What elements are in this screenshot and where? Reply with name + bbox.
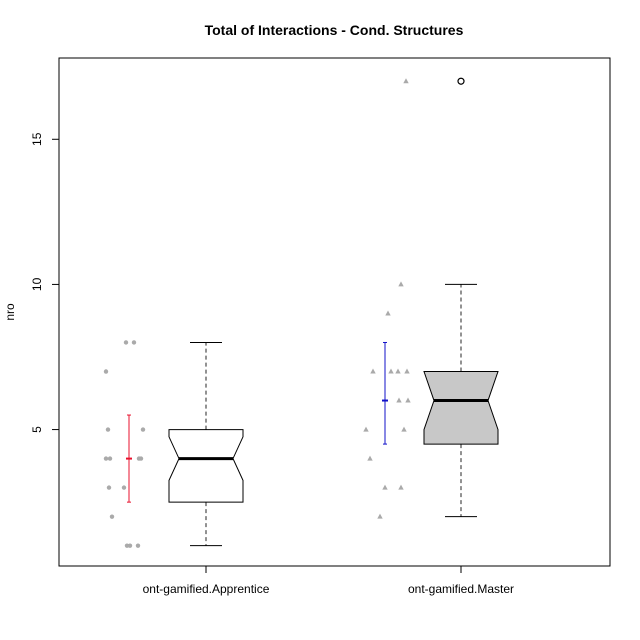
data-point (398, 281, 404, 287)
y-tick-label: 10 (30, 277, 44, 291)
data-point (398, 484, 404, 490)
data-point (131, 340, 137, 345)
plot-frame (58, 57, 611, 567)
data-point (405, 397, 411, 403)
box-1 (168, 429, 244, 503)
data-point (385, 310, 391, 316)
data-point (135, 543, 141, 548)
data-point (107, 456, 113, 461)
data-point (105, 427, 111, 432)
data-point (103, 369, 109, 374)
data-point (382, 484, 388, 490)
data-point (396, 397, 402, 403)
data-point (127, 543, 133, 548)
y-tick-label: 15 (30, 132, 44, 146)
outlier-point (457, 77, 465, 85)
data-point (109, 514, 115, 519)
data-point (140, 427, 146, 432)
y-tick-label: 5 (30, 426, 44, 433)
data-point (363, 426, 369, 432)
x-tick-label: ont-gamified.Apprentice (143, 582, 270, 596)
data-point (121, 485, 127, 490)
data-point (401, 426, 407, 432)
data-point (370, 368, 376, 374)
data-point (103, 456, 109, 461)
plot-area: 5 10 15 ont-gamified.Apprentice ont-gamified… (30, 77, 514, 596)
y-axis-label: nro (3, 303, 17, 321)
x-tick-label: ont-gamified.Master (408, 582, 514, 596)
data-point (377, 513, 383, 519)
chart-title: Total of Interactions - Cond. Structures (205, 22, 464, 38)
data-point (388, 368, 394, 374)
box-2 (423, 371, 499, 445)
data-point (404, 368, 410, 374)
data-point (395, 368, 401, 374)
data-point (123, 340, 129, 345)
data-point (367, 455, 373, 461)
data-point (138, 456, 144, 461)
data-point (403, 78, 409, 84)
data-point (106, 485, 112, 490)
